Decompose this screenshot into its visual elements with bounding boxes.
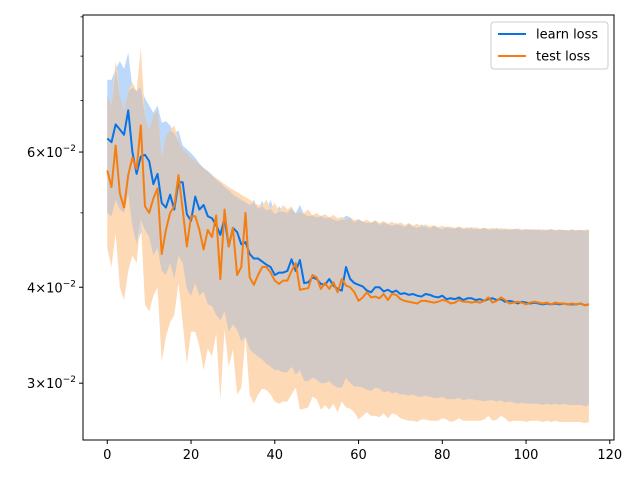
plot-frame: [82, 14, 615, 441]
legend: learn loss test loss: [490, 21, 609, 70]
x-tick-label: 80: [434, 448, 451, 463]
line-learn-loss: [106, 109, 590, 307]
legend-label-test-loss: test loss: [536, 50, 590, 65]
y-axis: 3×10−2 4×10−2 6×10−2: [27, 16, 83, 392]
x-axis: 0 20 40 60 80 100 120: [103, 440, 622, 463]
x-tick-label: 60: [350, 448, 367, 463]
y-tick-label: 3×10−2: [27, 375, 76, 392]
series-lines: [106, 109, 590, 307]
band-overlap: [107, 68, 589, 407]
x-tick-label: 20: [183, 448, 200, 463]
y-tick-label: 4×10−2: [27, 279, 76, 296]
x-tick-label: 100: [514, 448, 539, 463]
y-tick-label: 6×10−2: [27, 144, 76, 161]
legend-label-learn-loss: learn loss: [536, 28, 598, 43]
x-tick-label: 0: [103, 448, 111, 463]
line-test-loss: [106, 124, 590, 307]
x-tick-label: 40: [267, 448, 284, 463]
confidence-bands: [107, 47, 589, 424]
x-tick-label: 120: [597, 448, 622, 463]
